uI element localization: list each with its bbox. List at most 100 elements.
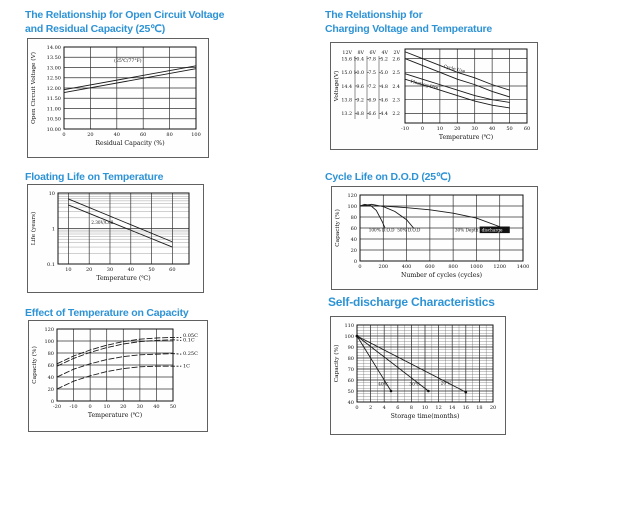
svg-text:6V: 6V [369, 50, 376, 56]
chart-title-line: The Relationship for Open Circuit Voltag… [25, 9, 225, 21]
svg-text:100: 100 [44, 339, 54, 345]
svg-text:4.4: 4.4 [380, 111, 388, 117]
svg-text:2.3: 2.3 [392, 98, 400, 104]
svg-text:1000: 1000 [470, 264, 483, 270]
chart-frame-self-discharge: 0 2 4 6 8 10 12 14 16 18 20 40 50 60 70 80 90 100 110 40℃ 30… [330, 316, 506, 435]
svg-text:120: 120 [44, 327, 54, 333]
svg-text:30% Depth of: 30% Depth of [455, 227, 484, 232]
self-discharge-chart: 0 2 4 6 8 10 12 14 16 18 20 40 50 60 70 80 90 100 110 40℃ 30… [333, 323, 496, 420]
svg-text:60: 60 [140, 132, 146, 138]
svg-text:6.6: 6.6 [368, 111, 376, 117]
svg-text:1200: 1200 [493, 264, 506, 270]
svg-text:16: 16 [463, 405, 469, 411]
svg-text:60: 60 [351, 226, 357, 232]
svg-text:4: 4 [383, 405, 386, 411]
svg-text:5.0: 5.0 [380, 70, 388, 76]
svg-text:Open Circuit Voltage (V): Open Circuit Voltage (V) [30, 52, 37, 124]
svg-text:10.4: 10.4 [353, 56, 364, 62]
svg-text:40℃: 40℃ [378, 382, 389, 388]
svg-text:70: 70 [348, 367, 354, 373]
svg-text:30: 30 [107, 267, 113, 273]
svg-text:0: 0 [421, 126, 424, 132]
svg-text:50: 50 [348, 389, 354, 395]
svg-text:40: 40 [489, 126, 495, 132]
svg-text:20: 20 [351, 248, 357, 254]
svg-text:80: 80 [351, 215, 357, 221]
svg-text:12.00: 12.00 [47, 86, 61, 92]
svg-text:200: 200 [379, 264, 389, 270]
svg-text:60: 60 [48, 363, 54, 369]
svg-text:60: 60 [169, 267, 175, 273]
svg-text:8: 8 [410, 405, 413, 411]
chart-title-floating-life: Floating Life on Temperature [25, 170, 245, 184]
svg-text:18: 18 [476, 405, 482, 411]
chart-title-line: Effect of Temperature on Capacity [25, 307, 189, 319]
chart-frame-ocv-residual: 0 20 40 60 80 100 10.00 10.50 11.00 11.50 12.00 12.… [27, 38, 209, 158]
svg-text:Floating Use: Floating Use [410, 80, 439, 92]
svg-text:100: 100 [347, 204, 357, 210]
svg-text:10.00: 10.00 [47, 127, 61, 133]
svg-text:40: 40 [114, 132, 120, 138]
svg-text:1C: 1C [183, 363, 190, 369]
svg-text:-10: -10 [401, 126, 409, 132]
svg-text:Capacity (%): Capacity (%) [333, 345, 340, 383]
svg-text:110: 110 [344, 323, 354, 329]
svg-text:80: 80 [48, 351, 54, 357]
svg-text:120: 120 [347, 193, 357, 199]
svg-text:10.50: 10.50 [47, 117, 61, 123]
chart-title-line: Charging Voltage and Temperature [325, 23, 493, 35]
svg-text:2.30V/Cell: 2.30V/Cell [91, 220, 114, 225]
charging-voltage-chart: -10 0 10 20 30 40 50 60 12V 8V 6V 4V 2V 15.6 10.4 7.8 5.… [333, 48, 530, 141]
svg-text:2.6: 2.6 [392, 56, 400, 62]
svg-text:0: 0 [355, 405, 358, 411]
svg-text:2V: 2V [393, 50, 400, 56]
svg-text:10: 10 [437, 126, 443, 132]
svg-text:20℃: 20℃ [441, 380, 452, 386]
svg-text:15.6: 15.6 [341, 56, 352, 62]
svg-text:Residual Capacity (%): Residual Capacity (%) [95, 140, 164, 147]
svg-text:10: 10 [49, 191, 55, 197]
chart-frame-cycle-life: 0 200 400 600 800 1000 1200 1400 0 20 40 60 80 100 120… [331, 186, 538, 290]
svg-text:13.2: 13.2 [341, 111, 352, 117]
svg-text:6: 6 [396, 405, 399, 411]
svg-text:50% D.O.D: 50% D.O.D [397, 227, 421, 232]
svg-text:11.00: 11.00 [47, 106, 61, 112]
svg-text:10.0: 10.0 [353, 70, 364, 76]
svg-text:20: 20 [120, 404, 126, 410]
svg-text:400: 400 [402, 264, 412, 270]
svg-text:12.50: 12.50 [47, 76, 61, 82]
svg-text:13.8: 13.8 [341, 98, 352, 104]
svg-text:30: 30 [137, 404, 143, 410]
svg-text:0.25C: 0.25C [183, 351, 198, 357]
svg-text:30℃: 30℃ [409, 382, 420, 388]
chart-frame-charging-voltage: -10 0 10 20 30 40 50 60 12V 8V 6V 4V 2V 15.6 10.4 7.8 5.… [330, 42, 538, 150]
svg-text:6.9: 6.9 [368, 98, 376, 104]
svg-text:2.4: 2.4 [392, 84, 400, 90]
chart-title-ocv-residual: The Relationship for Open Circuit Voltag… [25, 8, 245, 36]
floating-life-chart: 10 20 30 40 50 60 0.1 1 10 2.30V/Cell Temperature … [30, 191, 190, 282]
svg-text:20: 20 [87, 132, 93, 138]
svg-text:12: 12 [435, 405, 441, 411]
svg-text:100: 100 [344, 334, 354, 340]
svg-text:0: 0 [358, 264, 361, 270]
svg-text:5.2: 5.2 [380, 56, 388, 62]
svg-text:600: 600 [425, 264, 435, 270]
svg-text:4V: 4V [381, 50, 388, 56]
svg-text:Cycle Use: Cycle Use [443, 65, 466, 75]
svg-text:Capacity (%): Capacity (%) [334, 209, 341, 247]
svg-text:(25℃/77°F): (25℃/77°F) [114, 57, 142, 64]
svg-text:80: 80 [348, 356, 354, 362]
svg-text:14.4: 14.4 [341, 84, 352, 90]
svg-text:100: 100 [191, 132, 201, 138]
svg-text:50: 50 [148, 267, 154, 273]
chart-title-self-discharge: Self-discharge Characteristics [328, 295, 548, 309]
chart-title-line: and Residual Capacity (25℃) [25, 23, 166, 35]
svg-text:4.6: 4.6 [380, 98, 388, 104]
svg-text:20: 20 [454, 126, 460, 132]
temp-capacity-chart: -20 -10 0 10 20 30 40 50 0 20 40 60 80 100 120 0.05C0.1… [31, 327, 198, 419]
cycle-life-chart: 0 200 400 600 800 1000 1200 1400 0 20 40 60 80 100 120… [334, 193, 529, 279]
svg-text:60: 60 [524, 126, 530, 132]
svg-text:0: 0 [62, 132, 65, 138]
svg-text:100% D.O.D: 100% D.O.D [369, 227, 395, 232]
